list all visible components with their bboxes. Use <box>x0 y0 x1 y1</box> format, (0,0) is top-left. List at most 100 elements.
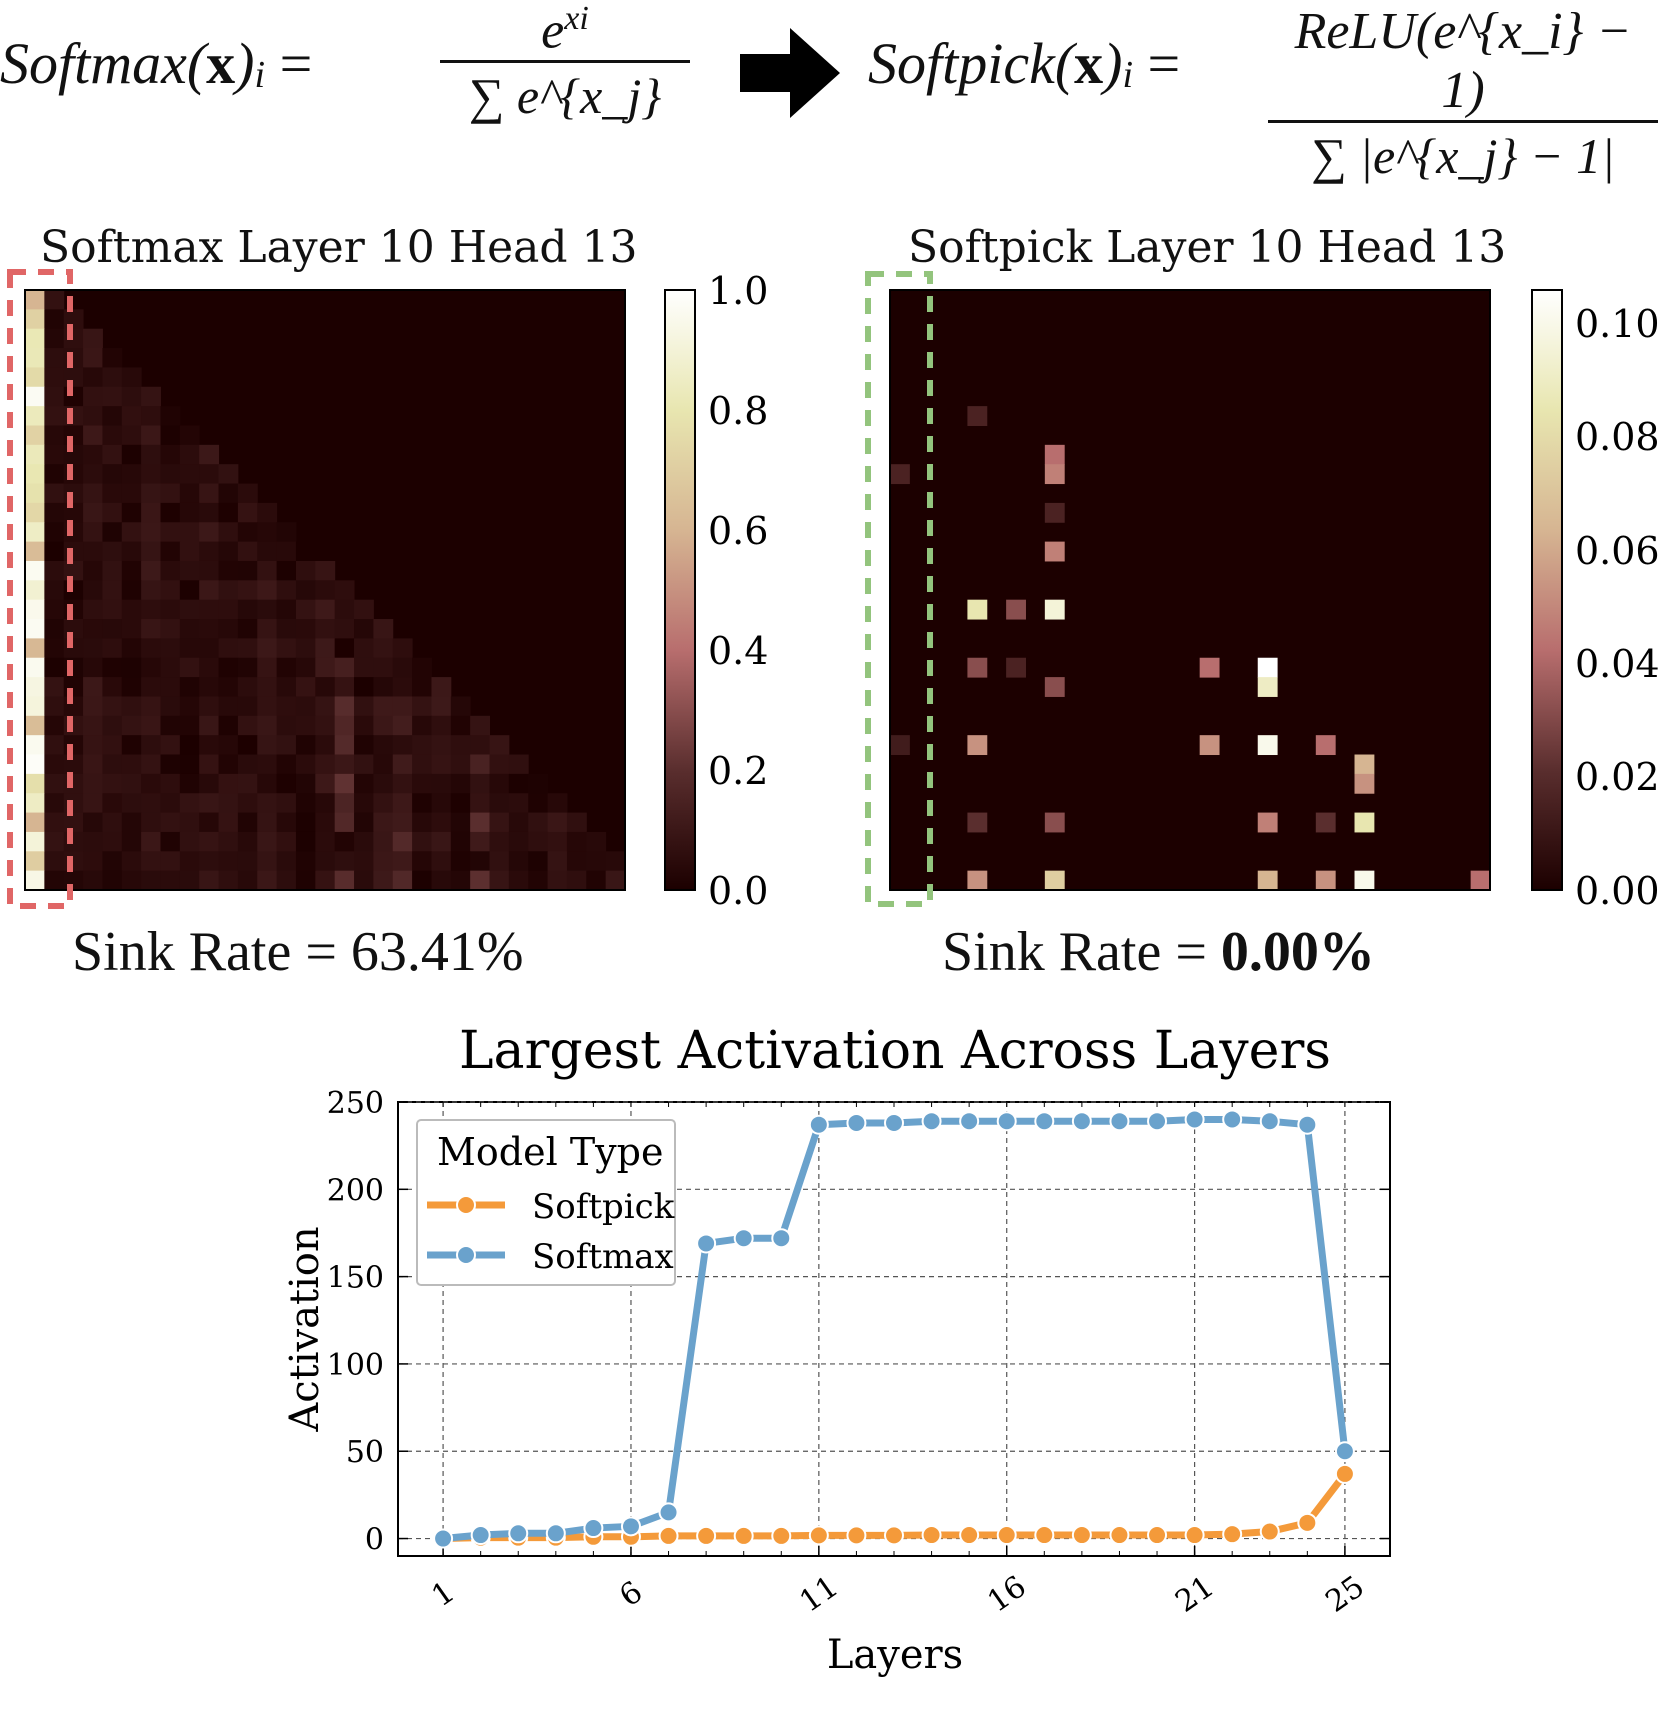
heatmap-cell <box>63 619 84 639</box>
heatmap-cell <box>44 386 65 407</box>
heatmap-cell <box>44 773 65 794</box>
heatmap-cell <box>295 580 316 601</box>
heatmap-cell <box>450 735 471 756</box>
heatmap-cell <box>392 638 413 659</box>
heatmap-cell <box>373 812 394 833</box>
heatmap-cell <box>315 735 336 756</box>
heatmap-cell <box>199 464 220 485</box>
heatmap-cell <box>450 754 471 775</box>
heatmap-cell <box>257 851 278 872</box>
heatmap-cell <box>102 754 123 775</box>
heatmap-cell <box>373 715 394 736</box>
heatmap-cell <box>605 870 626 891</box>
softmax-heatmap-title: Softmax Layer 10 Head 13 <box>40 222 638 273</box>
heatmap-cell <box>257 541 278 562</box>
heatmap-cell <box>83 657 103 678</box>
heatmap-cell <box>237 502 258 523</box>
heatmap-cell <box>83 444 103 465</box>
heatmap-cell <box>83 619 103 639</box>
heatmap-cell <box>257 773 278 794</box>
heatmap-cell <box>218 560 239 581</box>
heatmap-cell <box>373 754 394 775</box>
heatmap-cell <box>121 541 142 562</box>
heatmap-cell <box>141 677 161 697</box>
y-tick-label: 150 <box>327 1261 384 1296</box>
heatmap-cell <box>392 831 413 852</box>
heatmap-cell <box>102 522 123 543</box>
data-point <box>808 1525 829 1546</box>
heatmap-cell <box>141 580 161 601</box>
heatmap-cell <box>63 309 84 330</box>
data-point <box>921 1111 942 1132</box>
heatmap-cell <box>431 696 452 717</box>
heatmap-cell <box>276 831 297 852</box>
heatmap-cell <box>199 754 220 775</box>
heatmap-cell <box>1354 773 1375 794</box>
heatmap-cell <box>199 619 220 639</box>
softmax-cbar-tick: 0.4 <box>708 629 768 673</box>
heatmap-cell <box>431 754 452 775</box>
heatmap-cell <box>334 773 355 794</box>
heatmap-cell <box>315 560 336 581</box>
activation-line-chart: Largest Activation Across Layers 2502001… <box>282 1021 1391 1678</box>
data-point <box>884 1112 904 1133</box>
heatmap-cell <box>1044 541 1065 562</box>
heatmap-cell <box>63 406 84 426</box>
heatmap-cell <box>1044 812 1065 833</box>
heatmap-cell <box>450 773 471 794</box>
x-tick-label: 11 <box>793 1569 844 1620</box>
heatmap-cell <box>102 870 123 891</box>
heatmap-cell <box>25 425 45 446</box>
heatmap-cell <box>373 831 394 852</box>
heatmap-cell <box>25 696 45 717</box>
data-point <box>959 1525 980 1546</box>
heatmap-cell <box>257 754 278 775</box>
heatmap-cell <box>392 870 413 891</box>
heatmap-cell <box>199 444 220 465</box>
heatmap-cell <box>412 754 432 775</box>
heatmap-cell <box>141 735 161 756</box>
softmax-denominator: ∑ e^{x_j} <box>440 60 690 125</box>
heatmap-cell <box>179 502 200 523</box>
heatmap-cell <box>160 619 181 639</box>
heatmap-cell <box>315 580 336 601</box>
heatmap-cell <box>334 619 355 639</box>
heatmap-cell <box>276 696 297 717</box>
heatmap-cell <box>237 793 258 814</box>
heatmap-cell <box>141 638 161 659</box>
heatmap-cell <box>890 464 910 485</box>
softmax-cbar-tick: 0.2 <box>708 749 768 793</box>
heatmap-cell <box>295 870 316 891</box>
heatmap-cell <box>967 599 988 620</box>
data-point <box>1034 1111 1055 1132</box>
heatmap-cell <box>528 812 549 833</box>
heatmap-cell <box>586 851 607 872</box>
heatmap-cell <box>83 638 103 659</box>
heatmap-cell <box>199 560 220 581</box>
heatmap-cell <box>179 541 200 562</box>
heatmap-cell <box>63 677 84 697</box>
heatmap-cell <box>179 638 200 659</box>
heatmap-cell <box>276 754 297 775</box>
heatmap-cell <box>63 483 84 504</box>
heatmap-cell <box>44 657 65 678</box>
heatmap-cell <box>218 773 239 794</box>
heatmap-cell <box>276 677 297 697</box>
heatmap-cell <box>199 483 220 504</box>
heatmap-cell <box>508 754 529 775</box>
heatmap-cell <box>160 677 181 697</box>
x-tick-label: 25 <box>1320 1569 1371 1620</box>
heatmap-cell <box>295 638 316 659</box>
heatmap-cell <box>450 793 471 814</box>
heatmap-cell <box>218 754 239 775</box>
heatmap-cell <box>179 831 200 852</box>
heatmap-cell <box>412 793 432 814</box>
heatmap-cell <box>431 812 452 833</box>
data-point <box>1334 1463 1355 1484</box>
heatmap-cell <box>334 812 355 833</box>
heatmap-cell <box>450 696 471 717</box>
heatmap-cell <box>1354 870 1375 891</box>
data-point <box>696 1233 717 1254</box>
heatmap-cell <box>160 444 181 465</box>
heatmap-cell <box>160 754 181 775</box>
